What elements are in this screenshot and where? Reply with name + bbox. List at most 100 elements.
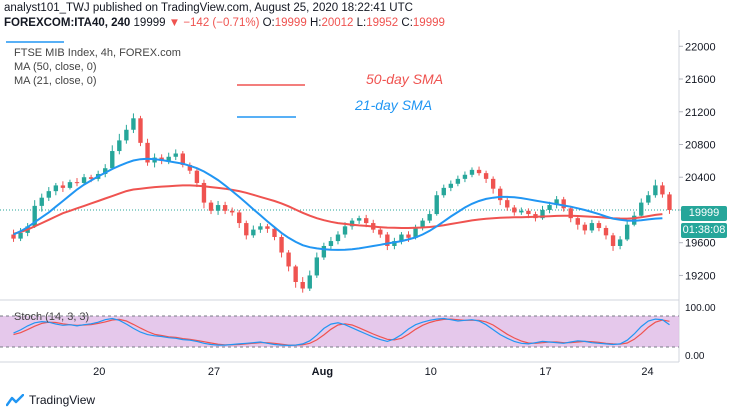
time-tick-label: 17 (539, 366, 551, 378)
candle-body (279, 236, 284, 253)
candle-body (653, 185, 658, 196)
candle-body (18, 232, 23, 239)
candle-body (293, 266, 298, 282)
candle-body (378, 229, 383, 235)
time-tick-label: 27 (208, 366, 220, 378)
candle-body (582, 224, 588, 231)
candle-body (145, 142, 150, 163)
candle-body (660, 185, 665, 195)
candle-body (201, 182, 207, 203)
stoch-tick-label: 100.00 (685, 303, 716, 314)
candle-body (138, 118, 143, 143)
candle-body (166, 156, 171, 161)
candle-body (540, 209, 545, 219)
candle-body (46, 191, 51, 198)
candle-body (124, 129, 129, 141)
candle-body (229, 210, 235, 213)
candle-body (490, 178, 496, 189)
price-tick-label: 22000 (685, 41, 716, 53)
stoch-d-line (13, 318, 670, 346)
candle-body (589, 223, 595, 231)
price-tick-label: 19200 (685, 270, 716, 282)
candle-body (321, 245, 327, 258)
open-label: O: (262, 17, 275, 29)
candle-body (237, 212, 242, 224)
candle-body (639, 202, 644, 216)
candle-body (448, 183, 454, 188)
candle-body (251, 229, 256, 236)
candle-body (596, 223, 602, 228)
candle-body (258, 226, 263, 230)
candle-body (244, 223, 249, 236)
time-tick-label: 10 (425, 366, 437, 378)
candle-body (300, 281, 305, 289)
candle-body (385, 234, 390, 246)
change-value: −142 (−0.71%) (183, 17, 260, 29)
candle-body (81, 177, 87, 183)
candle-body (222, 205, 228, 211)
price-badge: 19999 (681, 206, 727, 221)
close-label: C: (401, 17, 413, 29)
candle-body (363, 218, 369, 224)
time-tick-label: 20 (93, 366, 105, 378)
candle-body (67, 182, 73, 188)
legend-ma21[interactable]: MA (21, close, 0) (14, 75, 97, 87)
candle-body (406, 234, 411, 238)
candle-body (561, 199, 566, 209)
price-tick-label: 21200 (685, 107, 716, 119)
ma50-line (13, 184, 663, 235)
candle-body (512, 207, 517, 213)
candle-body (265, 226, 270, 229)
candle-body (455, 178, 461, 184)
candle-body (60, 185, 66, 188)
time-tick-label: 24 (641, 366, 653, 378)
high-value: 20012 (321, 17, 354, 29)
stoch-k-line (13, 317, 670, 347)
candle-body (469, 169, 475, 175)
candle-body (117, 140, 122, 152)
candle-body (603, 227, 609, 236)
candle-body (110, 151, 115, 169)
candle-body (519, 210, 524, 213)
candle-body (420, 220, 425, 228)
tradingview-logo[interactable]: TradingView (5, 390, 96, 410)
low-label: L: (356, 17, 367, 29)
candle-body (180, 153, 185, 165)
candle-body (462, 174, 468, 179)
candle-body (526, 210, 531, 215)
candle-body (498, 188, 503, 201)
candle-body (434, 195, 439, 215)
open-value: 19999 (274, 17, 307, 29)
candle-body (286, 252, 291, 267)
legend-stoch[interactable]: Stoch (14, 3, 3) (14, 311, 90, 323)
price-tick-label: 19600 (685, 238, 716, 250)
symbol-label: FOREXCOM:ITA40, 240 (4, 17, 131, 29)
high-label: H: (309, 17, 322, 29)
candle-body (342, 226, 348, 235)
tradingview-brand: TradingView (29, 393, 96, 407)
candle-body (667, 194, 672, 211)
candle-body (208, 202, 214, 211)
candle-body (215, 205, 221, 211)
candle-body (547, 205, 552, 210)
countdown-badge: 01:38:08 (681, 223, 727, 238)
candle-body (646, 195, 651, 203)
candle-body (103, 168, 108, 174)
legend-ma50[interactable]: MA (50, close, 0) (14, 61, 97, 73)
candle-body (349, 220, 355, 227)
stoch-tick-label: 0.00 (685, 351, 705, 362)
low-value: 19952 (366, 17, 399, 29)
symbol-header: FOREXCOM:ITA40, 240 19999 ▼ −142 (−0.71%… (4, 17, 445, 29)
candle-body (187, 164, 193, 171)
price-tick-label: 20800 (685, 139, 716, 151)
candle-body (399, 234, 404, 242)
candle-body (413, 227, 418, 238)
stoch-band (0, 316, 679, 347)
candle-body (610, 235, 616, 246)
legend-title: FTSE MIB Index, 4h, FOREX.com (14, 47, 181, 59)
candle-body (356, 218, 362, 221)
candle-body (131, 118, 136, 130)
annotation-21-day-sma: 21-day SMA (355, 97, 433, 113)
candle-body (88, 177, 94, 179)
